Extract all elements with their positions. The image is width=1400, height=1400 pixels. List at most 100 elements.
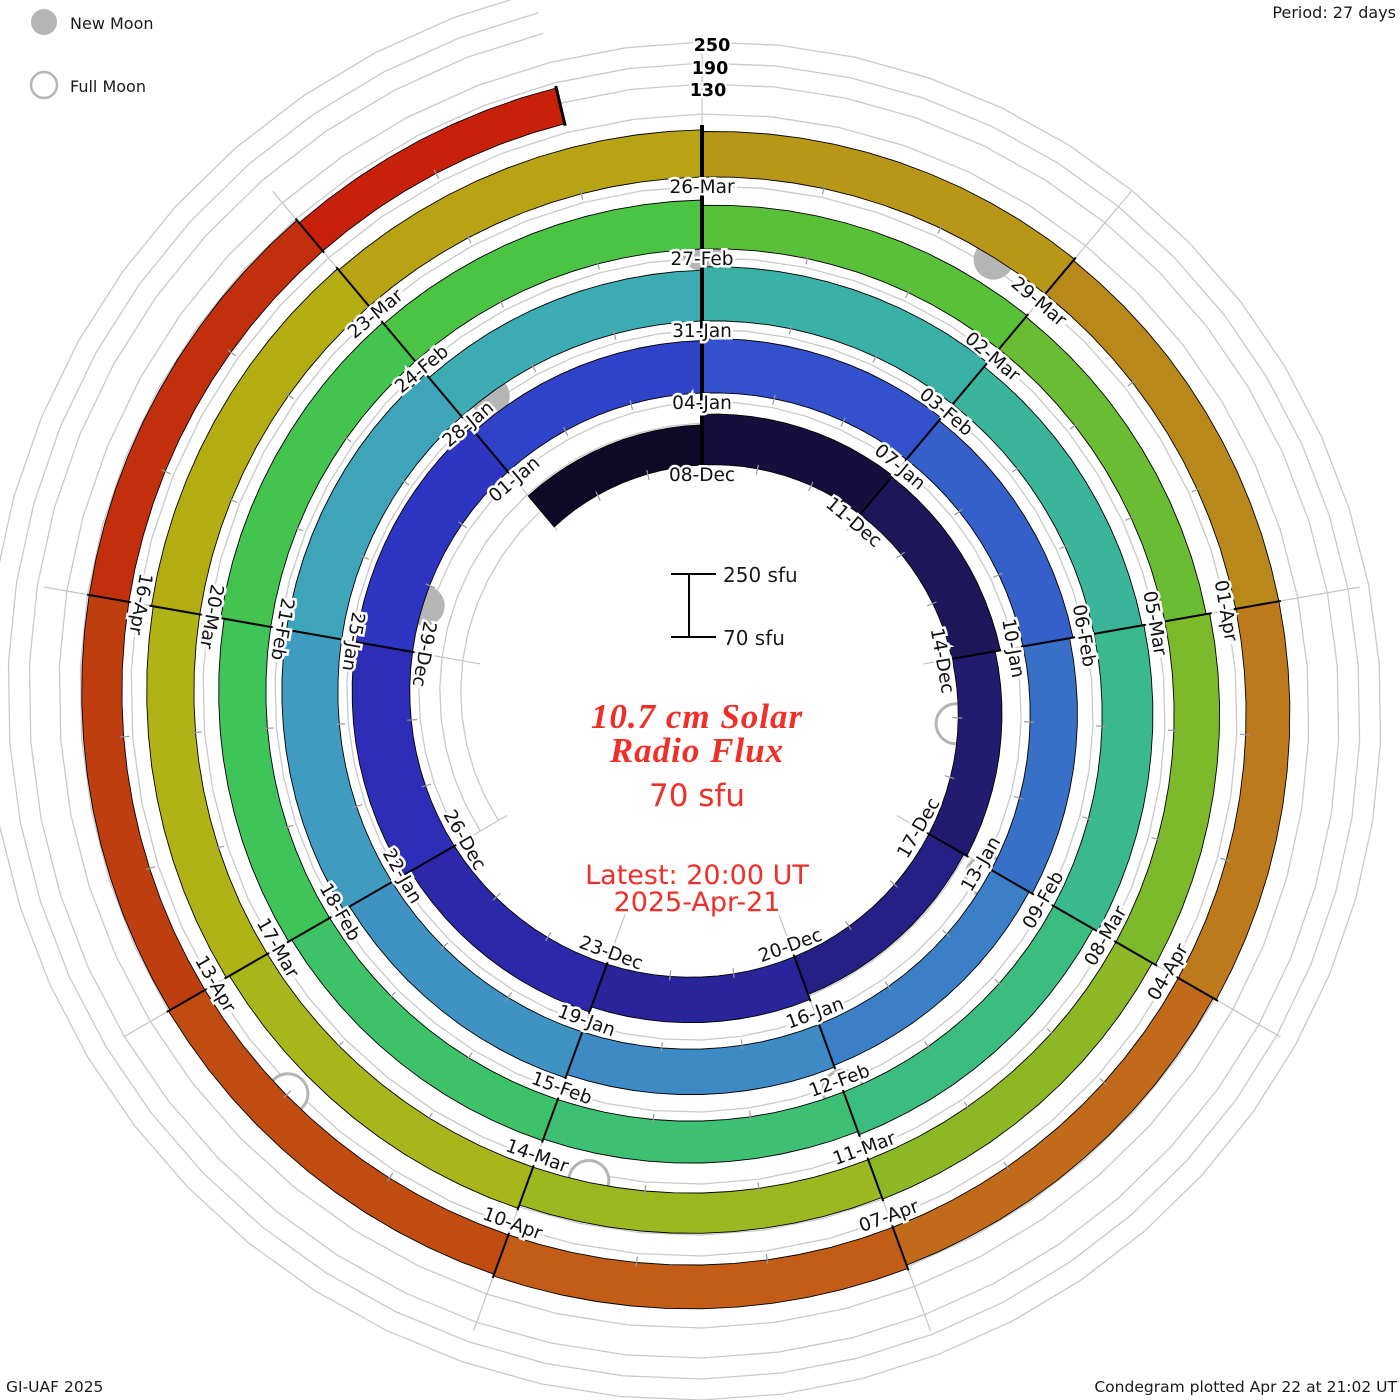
full-moon-icon [29, 70, 59, 100]
segment-boundary-tick [380, 320, 418, 364]
day-tick [1013, 795, 1024, 800]
day-tick [668, 970, 672, 981]
segment-boundary-tick [1091, 623, 1147, 636]
day-tick [904, 288, 911, 299]
day-tick [805, 254, 809, 265]
segment-boundary-tick [224, 952, 270, 980]
day-tick [954, 508, 963, 516]
day-tick [845, 921, 852, 931]
day-tick [646, 469, 650, 480]
radial-scale-250: 250 [694, 36, 731, 56]
segment-boundary-tick [949, 649, 1003, 661]
day-tick [1127, 379, 1137, 387]
data-end-cap [554, 85, 567, 127]
new-moon-icon [31, 9, 57, 35]
radial-scale-labels: 250 190 130 [688, 34, 733, 103]
day-tick [1046, 1028, 1055, 1037]
segment-boundary-tick [294, 218, 325, 254]
day-tick [352, 804, 363, 809]
day-tick [944, 775, 955, 780]
latest-time-label: Latest: 20:00 UT [585, 860, 809, 891]
segment-boundary-tick [866, 1157, 885, 1202]
sfu-scale-key [671, 573, 716, 638]
segment-boundary-tick [1162, 612, 1212, 623]
day-tick [596, 259, 600, 270]
day-tick [214, 845, 225, 850]
day-tick [872, 353, 879, 363]
segment-boundary-tick [996, 313, 1030, 352]
segment-boundary-tick [284, 628, 344, 641]
day-tick [993, 572, 1003, 578]
day-tick [426, 1112, 433, 1122]
segment-boundary-tick [541, 1097, 560, 1143]
day-tick [660, 1041, 663, 1053]
day-tick [465, 1052, 473, 1062]
chart-title-line2: Radio Flux [609, 731, 784, 770]
day-tick [1125, 515, 1136, 521]
day-tick [1095, 725, 1107, 728]
day-tick [952, 716, 963, 719]
day-tick [629, 399, 634, 410]
chart-title-line1: 10.7 cm Solar [591, 697, 803, 736]
day-tick [1082, 816, 1093, 821]
date-label: 26-Mar [669, 177, 735, 198]
day-tick [1220, 857, 1231, 862]
day-tick [896, 551, 906, 559]
day-tick [545, 932, 552, 942]
day-tick [732, 967, 735, 978]
segment-boundary-tick [989, 868, 1035, 896]
day-tick [937, 224, 943, 234]
segment-boundary-tick [341, 880, 395, 912]
current-flux-value: 70 sfu [649, 778, 745, 814]
segment-boundary-tick [166, 988, 208, 1013]
day-tick [191, 731, 202, 734]
day-tick [1003, 1161, 1010, 1171]
day-tick [579, 189, 584, 200]
segment-boundary-tick [926, 832, 970, 858]
day-tick [505, 992, 513, 1002]
day-tick [1191, 487, 1202, 493]
day-tick [359, 554, 370, 560]
segment-boundary-tick [587, 962, 609, 1015]
date-label: 27-Feb [671, 249, 734, 270]
segment-boundary-tick [353, 640, 415, 654]
day-tick [963, 1101, 971, 1111]
day-tick [458, 521, 468, 529]
day-tick [652, 1113, 655, 1124]
flux-bar-segment [990, 637, 1078, 895]
flux-bar-segment [492, 1226, 909, 1310]
day-tick [595, 491, 601, 501]
segment-boundary-tick [1113, 940, 1158, 967]
day-tick [283, 1090, 292, 1099]
segment-boundary-tick [218, 616, 273, 629]
radial-scale-190: 190 [692, 59, 729, 79]
day-tick [425, 583, 436, 589]
segment-boundary-tick [563, 1029, 584, 1081]
plotted-timestamp: Condegram plotted Apr 22 at 21:02 UT [1094, 1378, 1397, 1396]
day-tick [227, 349, 237, 357]
segment-boundary-tick [841, 1089, 861, 1138]
segment-boundary-tick [402, 844, 457, 877]
date-label: 04-Jan [672, 393, 732, 414]
credit-label: GI-UAF 2025 [6, 1378, 103, 1396]
day-tick [613, 329, 617, 340]
day-tick [1069, 422, 1079, 430]
segment-boundary-tick [491, 1232, 511, 1279]
day-tick [465, 233, 472, 244]
segment-boundary-tick [1020, 636, 1076, 648]
segment-boundary-tick [858, 473, 895, 517]
day-tick [757, 1182, 760, 1193]
flux-bar-segment [542, 1091, 859, 1164]
day-tick [119, 735, 130, 738]
segment-boundary-tick [149, 604, 202, 616]
segment-boundary-tick [817, 1022, 837, 1070]
segment-boundary-tick [468, 425, 510, 474]
day-tick [387, 991, 396, 1000]
day-tick [807, 481, 814, 492]
day-tick [335, 1041, 344, 1049]
angle-spoke [846, 190, 1132, 532]
date-label: 31-Jan [672, 321, 732, 342]
day-tick [433, 169, 440, 180]
